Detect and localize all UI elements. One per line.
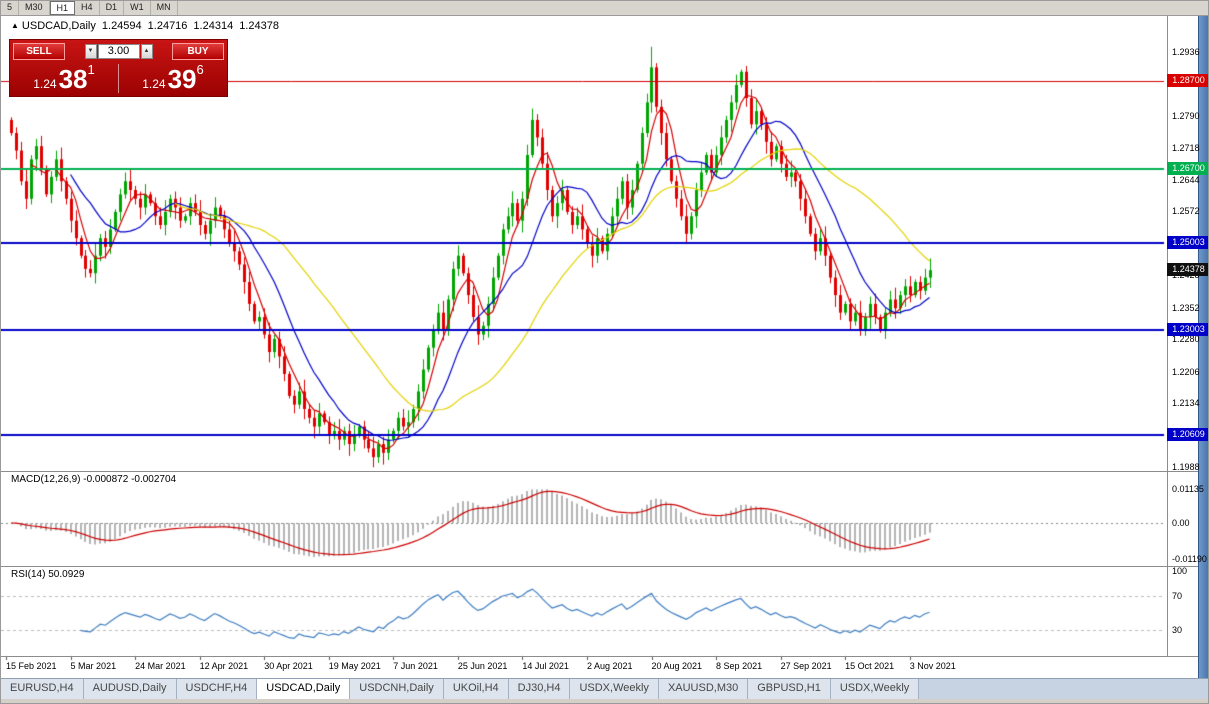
- vertical-scrollbar[interactable]: [1198, 16, 1208, 678]
- date-axis-label: 15 Feb 2021: [6, 661, 57, 671]
- rsi-axis-label: 30: [1172, 624, 1183, 635]
- macd-label: MACD(12,26,9) -0.000872 -0.002704: [11, 474, 177, 485]
- price-level-tag: 1.24378: [1167, 263, 1208, 277]
- sell-price: 1.24 38 1: [10, 62, 118, 95]
- ohlc-close: 1.24378: [239, 20, 279, 32]
- price-divider: [118, 64, 119, 93]
- buy-button[interactable]: BUY: [172, 42, 224, 60]
- volume-decrease-button[interactable]: ▼: [84, 43, 97, 59]
- date-axis-label: 20 Aug 2021: [651, 661, 703, 671]
- volume-increase-button[interactable]: ▲: [140, 43, 153, 59]
- ohlc-low: 1.24314: [193, 20, 234, 32]
- price-axis: 1.29361.27901.27181.26441.25721.24281.23…: [1167, 1, 1208, 679]
- rsi-label: RSI(14) 50.0929: [11, 569, 85, 580]
- date-axis-label: 3 Nov 2021: [909, 661, 956, 671]
- symbol-tab-gbpusd-h1[interactable]: GBPUSD,H1: [748, 679, 831, 699]
- price-axis-label: 1.2718: [1172, 142, 1200, 153]
- symbol-tab-usdcnh-daily[interactable]: USDCNH,Daily: [350, 679, 444, 699]
- price-level-tag: 1.23003: [1167, 323, 1208, 337]
- sell-price-base: 1.24: [33, 77, 57, 91]
- volume-stepper: ▼ ▲: [84, 43, 153, 59]
- symbol-tab-usdchf-h4[interactable]: USDCHF,H4: [176, 679, 258, 699]
- ohlc-open: 1.24594: [101, 20, 142, 32]
- price-level-tag: 1.20609: [1167, 428, 1208, 442]
- price-axis-label: 1.2572: [1172, 206, 1200, 217]
- chart-canvas[interactable]: [1, 1, 1167, 679]
- macd-axis-label: 0.01135: [1172, 483, 1204, 494]
- symbol-tab-dj30-h4[interactable]: DJ30,H4: [508, 679, 571, 699]
- timeframe-tab-mn[interactable]: MN: [151, 1, 178, 15]
- timeframe-tab-w1[interactable]: W1: [124, 1, 151, 15]
- buy-price-sup: 6: [196, 62, 204, 77]
- date-axis-label: 24 Mar 2021: [135, 661, 186, 671]
- date-axis-label: 25 Jun 2021: [457, 661, 508, 671]
- price-axis-label: 1.2352: [1172, 302, 1200, 313]
- symbol-tab-usdx-weekly[interactable]: USDX,Weekly: [830, 679, 920, 699]
- sell-price-sup: 1: [87, 62, 95, 77]
- timeframe-tab-h4[interactable]: H4: [75, 1, 100, 15]
- date-axis-label: 5 Mar 2021: [70, 661, 117, 671]
- buy-price-big: 39: [167, 64, 197, 94]
- timeframe-tab-h1[interactable]: H1: [49, 1, 76, 15]
- macd-axis-label: -0.01190: [1172, 553, 1207, 564]
- timeframe-tab-d1[interactable]: D1: [100, 1, 125, 15]
- sell-price-big: 38: [58, 64, 88, 94]
- macd-axis-label: 0.00: [1172, 518, 1190, 528]
- price-axis-label: 1.1988: [1172, 462, 1200, 473]
- symbol-tab-audusd-daily[interactable]: AUDUSD,Daily: [83, 679, 177, 699]
- macd-separator[interactable]: [1, 471, 1198, 472]
- rsi-axis-label: 100: [1172, 566, 1188, 576]
- ohlc-high: 1.24716: [147, 20, 188, 32]
- buy-price-base: 1.24: [142, 77, 166, 91]
- rsi-separator[interactable]: [1, 566, 1198, 567]
- timeframe-tab-m30[interactable]: M30: [19, 1, 50, 15]
- chart-title: ▲ USDCAD,Daily 1.24594 1.24716 1.24314 1.2437…: [11, 20, 285, 32]
- date-axis-label: 2 Aug 2021: [586, 661, 633, 671]
- window-bottom-edge: [1, 699, 1208, 703]
- chart-symbol-label: USDCAD,Daily: [21, 20, 96, 32]
- symbol-tab-usdx-weekly[interactable]: USDX,Weekly: [570, 679, 659, 699]
- date-axis-label: 7 Jun 2021: [393, 661, 438, 671]
- volume-input[interactable]: [97, 43, 140, 59]
- symbol-tab-eurusd-h4[interactable]: EURUSD,H4: [1, 679, 84, 699]
- date-axis-label: 12 Apr 2021: [199, 661, 249, 671]
- date-axis-label: 8 Sep 2021: [716, 661, 763, 671]
- date-axis-label: 15 Oct 2021: [845, 661, 895, 671]
- price-level-tag: 1.25003: [1167, 235, 1208, 249]
- price-axis-label: 1.2206: [1172, 366, 1200, 377]
- buy-price: 1.24 39 6: [119, 62, 227, 95]
- price-axis-label: 1.2790: [1172, 110, 1200, 121]
- price-axis-label: 1.2134: [1172, 398, 1200, 409]
- symbol-tab-ukoil-h4[interactable]: UKOil,H4: [443, 679, 509, 699]
- price-axis-label: 1.2644: [1172, 174, 1200, 185]
- price-axis-label: 1.2936: [1172, 47, 1200, 58]
- price-level-tag: 1.26700: [1167, 161, 1208, 175]
- date-axis: 15 Feb 2021 5 Mar 2021 24 Mar 2021 12 Apr 2…: [1, 658, 1167, 676]
- date-axis-label: 30 Apr 2021: [264, 661, 313, 671]
- rsi-axis-label: 70: [1172, 591, 1183, 602]
- sell-button[interactable]: SELL: [13, 42, 65, 60]
- price-level-tag: 1.28700: [1167, 73, 1208, 87]
- bullish-arrow-icon: ▲: [11, 21, 19, 30]
- price-axis-label: 1.2280: [1172, 334, 1200, 345]
- date-axis-separator: [1, 656, 1198, 657]
- timeframe-tab-5[interactable]: 5: [1, 1, 20, 15]
- symbol-tab-usdcad-daily[interactable]: USDCAD,Daily: [257, 679, 351, 699]
- date-axis-label: 27 Sep 2021: [780, 661, 832, 671]
- symbol-tab-xauusd-m30[interactable]: XAUUSD,M30: [658, 679, 749, 699]
- date-axis-label: 19 May 2021: [328, 661, 381, 671]
- date-axis-label: 14 Jul 2021: [522, 661, 569, 671]
- symbol-tab-bar: EURUSD,H4 AUDUSD,Daily USDCHF,H4 USDCAD,Dai…: [1, 678, 1208, 699]
- timeframe-toolbar: 5 M30 H1 H4 D1 W1 MN: [1, 1, 1208, 16]
